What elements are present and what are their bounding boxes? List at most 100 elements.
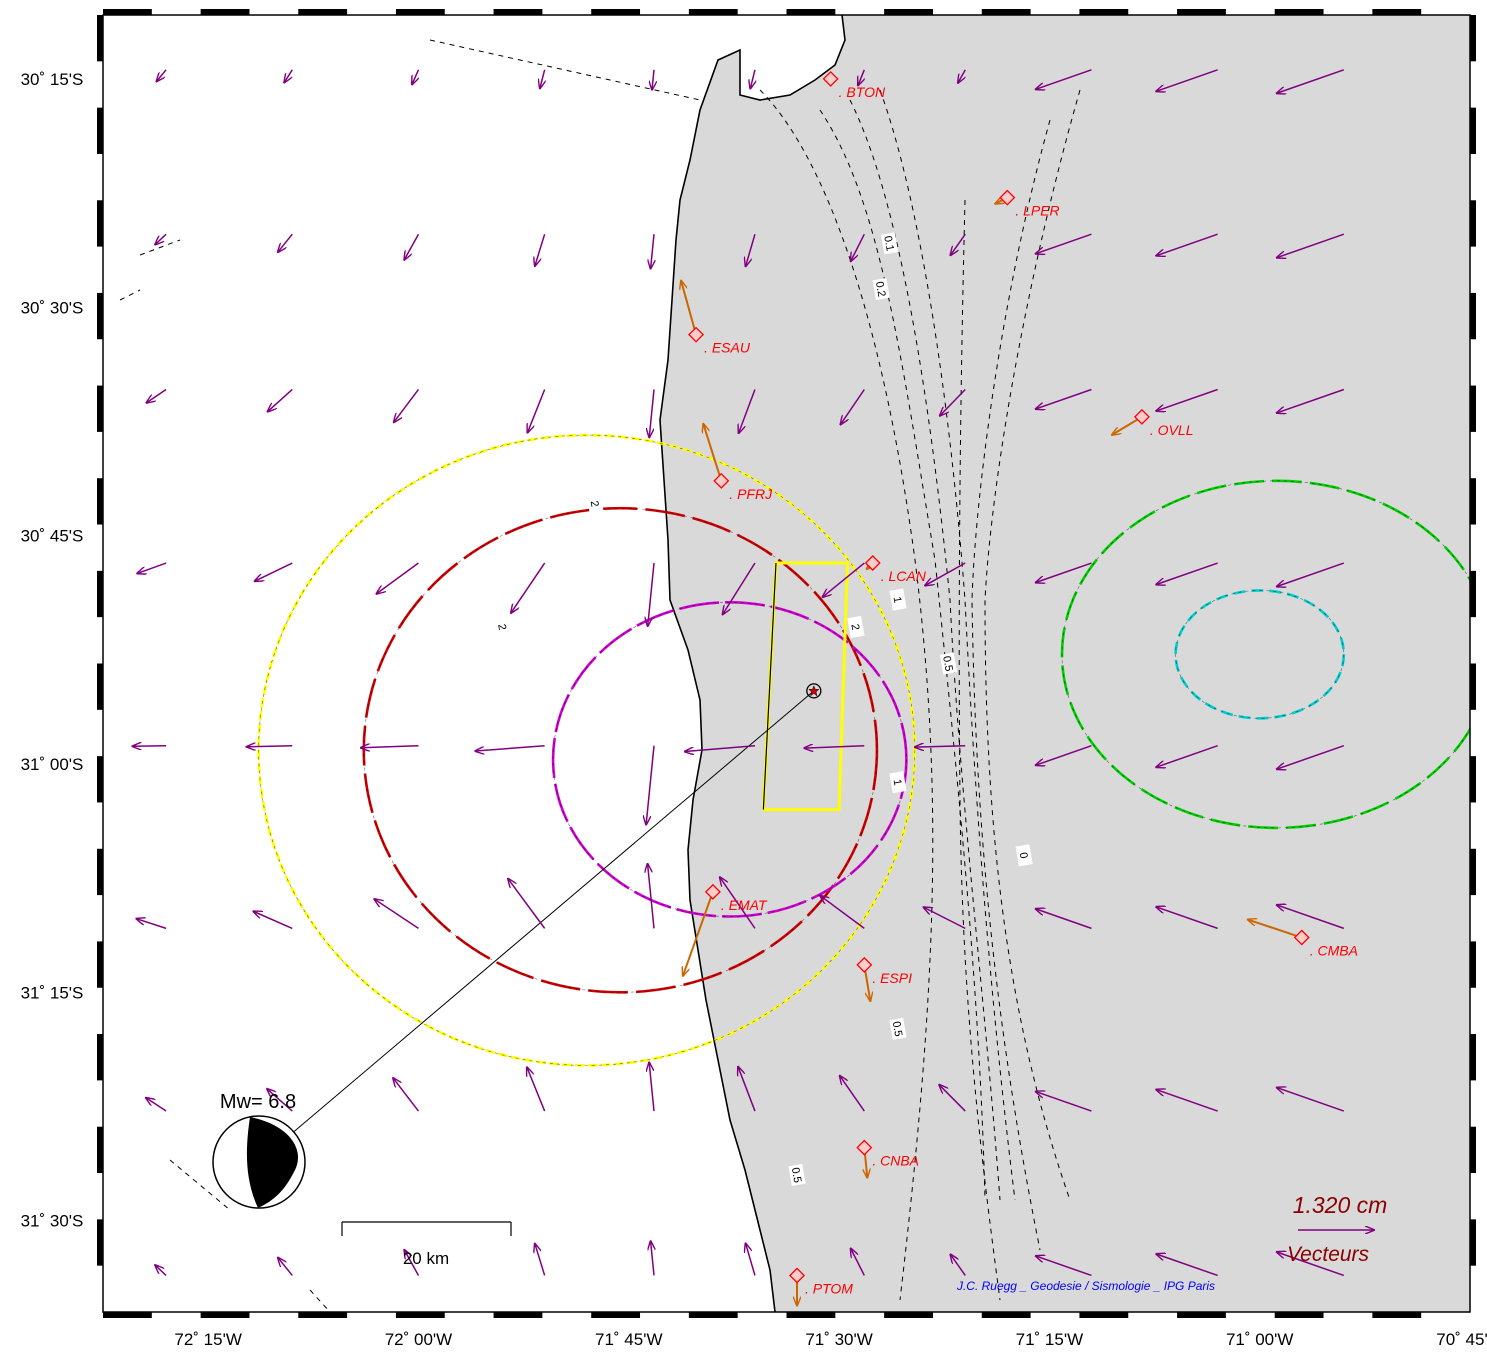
model-vector-arrow [508, 879, 546, 929]
model-vector-arrow [511, 562, 546, 613]
station-lcan[interactable]: . LCAN [866, 555, 927, 584]
frame-tick [298, 1312, 348, 1318]
contour-label-bg [880, 232, 899, 255]
model-vector-arrow [412, 69, 418, 85]
model-vector-arrow [1156, 562, 1218, 584]
contour-label: 0.2 [872, 277, 890, 301]
station-label: . CNBA [872, 1153, 919, 1169]
model-vector-arrow [361, 746, 419, 748]
model-vector-arrow [157, 69, 167, 82]
model-vector-arrow [651, 234, 654, 268]
station-ovll[interactable]: . OVLL [1112, 408, 1194, 438]
station-espi[interactable]: . ESPI [856, 956, 912, 1001]
station-label: . LPER [1015, 203, 1059, 219]
contour-label: 2 [847, 615, 865, 639]
model-vector-arrow [685, 744, 756, 752]
frame-tick [493, 1312, 543, 1318]
model-vector-arrow [1036, 909, 1092, 930]
model-vector-arrow [267, 1089, 293, 1112]
model-vector-arrow [851, 1248, 865, 1276]
frame-tick [1470, 385, 1476, 432]
contour-label-text: 1 [891, 778, 904, 786]
scale-bar [341, 1221, 512, 1236]
legend-title: Vecteurs [1287, 1243, 1370, 1266]
lat-tick-label: 30˚ 15'S [21, 70, 84, 89]
frame-tick [97, 385, 103, 432]
contour-label-bg [847, 615, 865, 639]
contour-label-text: 0.5 [890, 1020, 904, 1037]
station-emat[interactable]: . EMAT [683, 883, 768, 976]
model-vector-arrow [155, 1265, 167, 1277]
frame-tick [1274, 1312, 1324, 1318]
station-marker-icon [999, 189, 1016, 206]
model-vector-arrow [915, 746, 966, 747]
frame-tick [1470, 1126, 1476, 1174]
frame-tick [786, 1312, 836, 1318]
lon-tick-label: 70˚ 45'W [1436, 1330, 1487, 1349]
frame-tick [688, 1312, 738, 1318]
station-pfrj[interactable]: . PFRJ [703, 424, 773, 502]
axis-labels: 72˚ 15'W 72˚ 00'W 71˚ 45'W 71˚ 30'W 71˚ 15'W… [21, 70, 1487, 1349]
fault-top-edge [762, 562, 777, 810]
model-vector-arrow [1036, 1256, 1092, 1277]
station-lper[interactable]: . LPER [995, 189, 1060, 219]
frame-tick [395, 1312, 445, 1318]
frame-tick [493, 9, 543, 15]
model-vector-arrow [540, 69, 545, 89]
model-vector-arrow [1156, 233, 1218, 255]
station-cmba[interactable]: . CMBA [1248, 920, 1358, 959]
epicenter-star-icon [806, 683, 822, 699]
station-vector-arrow [703, 424, 723, 482]
model-vector-arrow [535, 1244, 546, 1276]
station-label: . BTON [839, 84, 886, 100]
station-ptom[interactable]: . PTOM [789, 1267, 853, 1305]
model-vector-arrow [840, 1076, 865, 1112]
station-marker-icon [856, 1139, 873, 1156]
model-vector-arrow [939, 1085, 966, 1112]
model-vector-arrow [925, 562, 966, 585]
frame-tick [981, 1312, 1031, 1318]
frame-tick [97, 941, 103, 988]
station-cnba[interactable]: . CNBA [856, 1139, 919, 1178]
lon-tick-label: 72˚ 00'W [385, 1330, 453, 1349]
model-vector-arrow [924, 907, 966, 930]
model-vector-arrow [133, 746, 167, 747]
contour-label-text: 0 [1017, 851, 1030, 859]
frame-tick [1470, 107, 1476, 154]
frame-tick [1372, 9, 1422, 15]
model-vector-arrow [649, 389, 655, 437]
frame-tick [97, 478, 103, 525]
model-vector-arrow [738, 1067, 756, 1112]
station-marker-icon [1133, 408, 1150, 425]
station-marker-icon [713, 472, 730, 489]
focal-mechanism-beachball-icon [212, 1115, 306, 1209]
frame-tick [591, 9, 641, 15]
station-esau[interactable]: . ESAU [681, 281, 751, 356]
frame-tick [786, 9, 836, 15]
station-label: . EMAT [721, 897, 768, 913]
station-label: . LCAN [881, 568, 927, 584]
lon-tick-label: 71˚ 45'W [595, 1330, 663, 1349]
model-vector-arrow [1156, 1090, 1218, 1112]
frame-tick [1470, 848, 1476, 896]
frame-tick [1274, 9, 1324, 15]
model-vector-arrow [648, 562, 655, 626]
frame-tick [97, 292, 103, 340]
model-vector-arrow [804, 746, 865, 748]
model-vector-arrow [136, 919, 167, 930]
model-vector-arrow [1277, 562, 1345, 586]
model-vector-arrow [1036, 744, 1092, 765]
station-bton[interactable]: . BTON [822, 70, 886, 100]
frame-tick [103, 9, 152, 15]
frame-tick [1470, 292, 1476, 340]
frame-tick [1079, 1312, 1129, 1318]
contour-label-text: 2 [495, 623, 508, 631]
model-vector-arrow [1036, 388, 1092, 408]
land-area [660, 15, 1470, 1312]
model-vector-arrow [1277, 744, 1345, 769]
legend-value: 1.320 cm [1293, 1192, 1388, 1218]
model-vector-arrow [284, 69, 293, 83]
model-vector-arrow [376, 562, 419, 594]
contour-label: 2 [493, 615, 512, 639]
frame-tick [1470, 15, 1476, 62]
